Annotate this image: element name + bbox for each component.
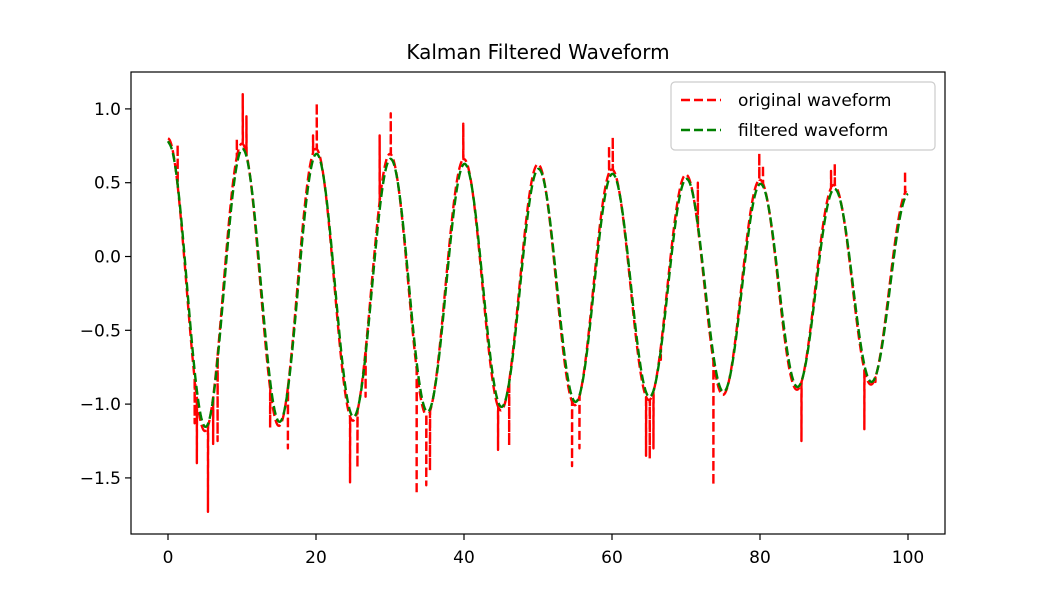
chart-title: Kalman Filtered Waveform <box>406 40 669 64</box>
y-tick-label: 1.0 <box>94 100 121 120</box>
legend-label-original: original waveform <box>738 91 891 111</box>
x-tick-label: 20 <box>305 548 327 568</box>
y-tick-label: 0.0 <box>94 248 121 268</box>
plot-frame <box>130 71 946 535</box>
x-tick-label: 80 <box>749 548 771 568</box>
y-tick-label: −1.5 <box>80 469 121 489</box>
x-tick-label: 100 <box>892 548 924 568</box>
series-filtered-waveform <box>166 140 909 429</box>
y-tick-label: −1.0 <box>80 395 121 415</box>
legend-label-filtered: filtered waveform <box>738 121 888 141</box>
legend: original waveform filtered waveform <box>670 81 936 151</box>
y-tick-label: −0.5 <box>80 321 121 341</box>
legend-box <box>670 81 936 151</box>
y-axis: −1.5 −1.0 −0.5 0.0 0.5 1.0 <box>80 100 131 489</box>
plot-lines <box>166 92 909 514</box>
y-tick-label: 0.5 <box>94 174 121 194</box>
series-original-waveform <box>167 92 909 514</box>
x-tick-label: 60 <box>601 548 623 568</box>
x-tick-label: 40 <box>453 548 475 568</box>
x-axis: 0 20 40 60 80 100 <box>163 534 924 568</box>
x-tick-label: 0 <box>163 548 174 568</box>
